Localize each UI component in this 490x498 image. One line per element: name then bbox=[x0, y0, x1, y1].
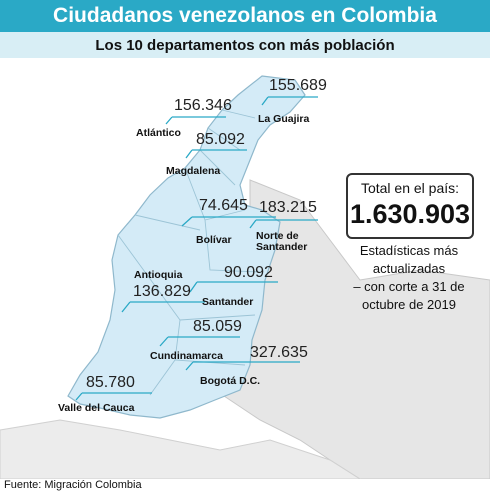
total-label: Total en el país: bbox=[360, 180, 460, 196]
page-title: Ciudadanos venezolanos en Colombia bbox=[0, 0, 490, 32]
label-norte-de-santander: Norte de Santander bbox=[256, 231, 307, 253]
value-santander: 90.092 bbox=[224, 264, 273, 281]
value-valle-del-cauca: 85.780 bbox=[86, 374, 135, 391]
label-norte-de-santander-line1: Norte de bbox=[256, 230, 299, 242]
value-la-guajira: 155.689 bbox=[269, 77, 327, 94]
total-box: Total en el país: 1.630.903 bbox=[346, 173, 474, 239]
statistics-note-line2: actualizadas bbox=[372, 261, 446, 276]
label-bolivar: Bolívar bbox=[196, 234, 232, 246]
label-valle-del-cauca: Valle del Cauca bbox=[58, 402, 135, 414]
value-bogota: 327.635 bbox=[250, 344, 308, 361]
leader-lines bbox=[75, 96, 318, 401]
statistics-note-line4: octubre de 2019 bbox=[362, 297, 456, 312]
value-cundinamarca: 85.059 bbox=[193, 318, 242, 335]
southern-land bbox=[0, 419, 361, 479]
label-atlantico: Atlántico bbox=[136, 127, 181, 139]
total-value: 1.630.903 bbox=[349, 199, 471, 229]
source-credit: Fuente: Migración Colombia bbox=[4, 479, 142, 491]
page-subtitle: Los 10 departamentos con más población bbox=[0, 32, 490, 58]
value-bolivar: 74.645 bbox=[199, 197, 248, 214]
value-magdalena: 85.092 bbox=[196, 131, 245, 148]
statistics-note-line1: Estadísticas más bbox=[359, 243, 459, 258]
label-magdalena: Magdalena bbox=[166, 165, 221, 177]
value-norte-de-santander: 183.215 bbox=[259, 199, 317, 216]
value-antioquia: 136.829 bbox=[133, 283, 191, 300]
label-la-guajira: La Guajira bbox=[258, 113, 310, 125]
statistics-note: Estadísticas más actualizadas – con cort… bbox=[344, 242, 474, 314]
label-antioquia: Antioquia bbox=[134, 269, 183, 281]
statistics-note-line3: – con corte a 31 de bbox=[353, 279, 465, 294]
label-cundinamarca: Cundinamarca bbox=[150, 350, 223, 362]
label-santander: Santander bbox=[202, 296, 254, 308]
value-atlantico: 156.346 bbox=[174, 97, 232, 114]
colombia-outline bbox=[67, 75, 306, 419]
label-bogota: Bogotá D.C. bbox=[200, 375, 261, 387]
label-norte-de-santander-line2: Santander bbox=[256, 241, 308, 253]
dept-borders bbox=[117, 109, 261, 396]
colombia-map bbox=[0, 58, 490, 479]
